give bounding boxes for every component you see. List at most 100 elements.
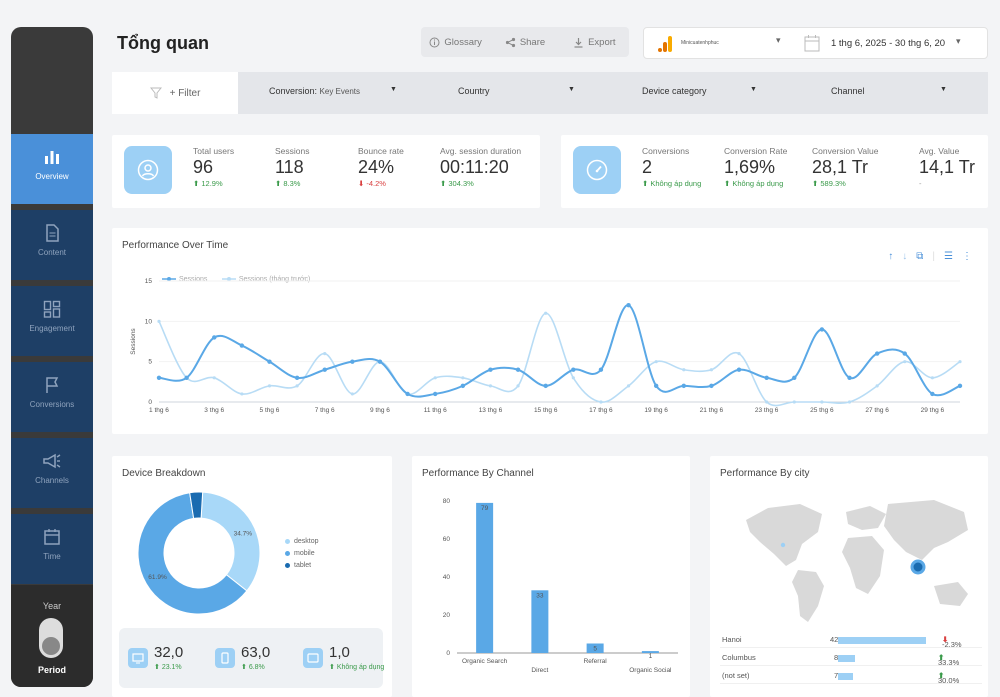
sidebar-item-channels[interactable]: Channels: [11, 438, 93, 508]
share-button[interactable]: Share: [490, 27, 559, 57]
x-tick-label: 29 thg 6: [921, 407, 945, 414]
map-marker-hanoi[interactable]: [910, 559, 926, 575]
sidebar-item-content[interactable]: Content: [11, 210, 93, 280]
data-point-sessions: [322, 367, 327, 372]
property-name[interactable]: Minicuatenhphuc: [681, 40, 719, 46]
data-point-sessions: [957, 383, 963, 389]
kpi-conversion-value: Conversion Value 28,1 Tr ⬆ 589.3%: [812, 146, 878, 188]
conversion-value: Key Events: [319, 87, 361, 96]
data-point-sessions: [764, 375, 769, 380]
property-dropdown-icon[interactable]: ▾: [776, 35, 781, 45]
sidebar-item-engagement[interactable]: Engagement: [11, 286, 93, 356]
chart-legend: Sessions Sessions (tháng trước): [162, 269, 320, 287]
chevron-down-icon[interactable]: ▼: [750, 86, 757, 93]
device-category-dropdown[interactable]: Device category: [642, 86, 707, 96]
bar-Direct: [531, 590, 549, 653]
data-point-sessions: [405, 391, 410, 397]
calendar-icon[interactable]: [804, 34, 820, 52]
series-line-previous: [158, 312, 961, 407]
kpi-value: 118: [275, 157, 304, 177]
kpi-card-conversions: Conversions 2 ⬆ Không áp dụng Conversion…: [561, 135, 988, 208]
data-point-previous: [765, 400, 769, 404]
y-tick-label: 15: [145, 278, 153, 285]
kpi-card-users: Total users 96 ⬆ 12.9% Sessions 118 ⬆ 8.…: [112, 135, 540, 208]
chevron-down-icon[interactable]: ▼: [940, 86, 947, 93]
channel-dropdown[interactable]: Channel: [831, 86, 865, 96]
sort-descending-icon[interactable]: ↓: [902, 251, 908, 262]
period-label: Period: [37, 665, 66, 675]
conversion-dropdown[interactable]: Conversion: Key Events: [269, 86, 360, 96]
glossary-button[interactable]: Glossary: [421, 27, 490, 57]
drill-icon[interactable]: ⧉: [916, 251, 924, 262]
x-tick-label: 3 thg 6: [204, 407, 224, 414]
table-row[interactable]: Hanoi 42 -2.3% ⬇: [720, 630, 982, 649]
data-point-sessions: [819, 327, 825, 332]
x-tick-label: 11 thg 6: [424, 407, 447, 414]
data-point-sessions: [377, 359, 383, 364]
kpi-delta: ⬆ Không áp dụng: [642, 179, 702, 188]
date-dropdown-icon[interactable]: ▾: [956, 36, 961, 46]
dashboard-icon: [43, 300, 61, 318]
sidebar-item-overview[interactable]: Overview: [11, 134, 93, 204]
data-point-previous: [737, 352, 741, 356]
data-point-sessions: [543, 383, 548, 389]
date-range[interactable]: 1 thg 6, 2025 - 30 thg 6, 20: [831, 38, 946, 49]
x-tick-label: 13 thg 6: [479, 407, 503, 414]
export-label: Export: [588, 36, 616, 48]
chevron-down-icon[interactable]: ▼: [568, 86, 575, 93]
data-point-sessions: [460, 383, 466, 389]
legend-item-tablet: tablet: [285, 562, 311, 569]
data-point-sessions: [902, 351, 907, 356]
data-point-previous: [516, 384, 520, 388]
page-title: Tổng quan: [117, 33, 209, 53]
city-delta: 33.3% ⬆: [938, 653, 960, 667]
kpi-icon-tile: [573, 146, 621, 194]
kpi-value: 24%: [358, 157, 395, 177]
export-button[interactable]: Export: [560, 27, 629, 57]
kpi-value: 00:11:20: [440, 157, 509, 177]
info-icon: [429, 37, 440, 47]
city-bar: [838, 673, 853, 680]
kpi-value: 14,1 Tr: [919, 157, 976, 177]
table-row[interactable]: (not set) 7 30.0% ⬆: [720, 666, 982, 685]
data-point-previous: [323, 352, 327, 356]
kpi-delta: ⬆ 589.3%: [812, 179, 846, 188]
data-point-sessions: [239, 343, 245, 348]
map-marker-columbus[interactable]: [780, 542, 786, 548]
sidebar: Overview Content Engagement Conversions …: [11, 27, 93, 687]
sort-ascending-icon[interactable]: ↑: [888, 251, 894, 262]
toolbar: Glossary Share Export: [421, 27, 629, 57]
chart-filter-icon[interactable]: ☰: [944, 251, 953, 262]
filter-button[interactable]: + Filter: [112, 72, 238, 114]
analytics-logo-icon: [658, 36, 672, 52]
y-tick-label: 80: [443, 498, 451, 505]
kpi-bounce-rate: Bounce rate 24% ⬇ -4.2%: [358, 146, 404, 188]
more-options-icon[interactable]: ⋮: [962, 251, 972, 262]
world-map: [746, 500, 968, 622]
sidebar-item-label: Engagement: [29, 324, 75, 333]
data-point-previous: [544, 311, 548, 315]
data-point-sessions: [433, 391, 438, 397]
data-point-previous: [157, 319, 161, 323]
chart-title: Performance By Channel: [422, 468, 534, 479]
data-point-previous: [903, 360, 907, 364]
city-delta: -2.3% ⬇: [942, 635, 962, 649]
sidebar-item-time[interactable]: Time: [11, 514, 93, 584]
user-icon: [137, 159, 159, 181]
city-table: Hanoi 42 -2.3% ⬇ Columbus 8 33.3% ⬆ (not s…: [720, 630, 982, 685]
data-point-previous: [267, 384, 272, 388]
device-stat-value: 1,0: [329, 644, 350, 661]
kpi-conversions: Conversions 2 ⬆ Không áp dụng: [642, 146, 701, 188]
data-point-sessions: [847, 375, 852, 380]
sidebar-item-conversions[interactable]: Conversions: [11, 362, 93, 432]
y-tick-label: 0: [446, 650, 450, 657]
toolbar-divider: |: [932, 251, 936, 262]
table-row[interactable]: Columbus 8 33.3% ⬆: [720, 648, 982, 667]
kpi-label: Conversion Rate: [724, 146, 788, 156]
x-tick-label: 9 thg 6: [370, 407, 390, 414]
series-line-sessions: [158, 304, 961, 398]
period-toggle[interactable]: [39, 618, 63, 658]
country-dropdown[interactable]: Country: [458, 86, 490, 96]
city-name: Hanoi: [722, 635, 742, 644]
chevron-down-icon[interactable]: ▼: [390, 86, 397, 93]
